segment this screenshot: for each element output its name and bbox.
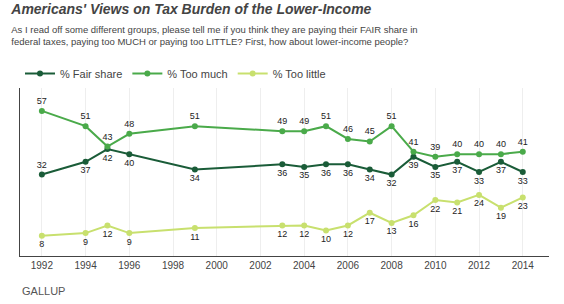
svg-text:32: 32 [37,160,47,170]
svg-text:22: 22 [430,204,440,214]
svg-text:23: 23 [518,201,528,211]
svg-text:2010: 2010 [424,260,447,271]
svg-text:10: 10 [321,234,331,244]
svg-text:51: 51 [321,111,331,121]
svg-text:% Too little: % Too little [273,68,326,80]
svg-text:42: 42 [102,153,112,163]
svg-text:51: 51 [81,111,91,121]
svg-text:34: 34 [190,173,200,183]
svg-text:40: 40 [496,139,506,149]
svg-text:12: 12 [343,229,353,239]
svg-text:37: 37 [452,165,462,175]
svg-text:43: 43 [102,132,112,142]
svg-text:11: 11 [190,232,199,242]
svg-text:57: 57 [37,96,47,106]
svg-text:40: 40 [452,139,462,149]
svg-text:2004: 2004 [293,260,316,271]
svg-text:51: 51 [387,111,397,121]
svg-text:2012: 2012 [468,260,491,271]
svg-text:37: 37 [81,165,91,175]
svg-text:36: 36 [343,168,353,178]
svg-text:33: 33 [518,176,528,186]
svg-text:39: 39 [408,160,418,170]
svg-text:45: 45 [365,126,375,136]
svg-text:51: 51 [190,111,200,121]
svg-text:21: 21 [452,206,462,216]
svg-text:1992: 1992 [31,260,54,271]
svg-text:24: 24 [474,198,484,208]
svg-text:16: 16 [408,219,418,229]
svg-text:As I read off some different g: As I read off some different groups, ple… [11,24,417,47]
svg-text:2008: 2008 [380,260,403,271]
svg-text:9: 9 [83,237,88,247]
svg-text:Americans' Views on Tax Burden: Americans' Views on Tax Burden of the Lo… [10,1,371,17]
svg-text:41: 41 [518,137,528,147]
svg-text:% Too much: % Too much [167,68,227,80]
svg-text:33: 33 [474,176,484,186]
svg-text:2006: 2006 [337,260,360,271]
svg-text:49: 49 [277,116,287,126]
svg-text:36: 36 [277,168,287,178]
svg-text:41: 41 [408,137,418,147]
svg-text:2002: 2002 [249,260,272,271]
svg-text:13: 13 [387,226,397,236]
svg-text:% Fair share: % Fair share [60,68,122,80]
svg-text:40: 40 [474,139,484,149]
svg-text:35: 35 [430,170,440,180]
svg-text:37: 37 [496,165,506,175]
svg-text:36: 36 [321,168,331,178]
svg-text:2000: 2000 [206,260,229,271]
svg-text:17: 17 [365,216,375,226]
svg-text:2014: 2014 [512,260,535,271]
svg-text:12: 12 [102,229,112,239]
svg-text:12: 12 [299,229,309,239]
svg-text:32: 32 [387,178,397,188]
svg-text:12: 12 [277,229,287,239]
svg-text:1996: 1996 [118,260,141,271]
svg-text:GALLUP: GALLUP [22,285,65,297]
svg-text:9: 9 [127,237,132,247]
svg-text:34: 34 [365,173,375,183]
svg-text:1994: 1994 [74,260,97,271]
svg-text:39: 39 [430,142,440,152]
svg-text:48: 48 [124,119,134,129]
svg-text:1998: 1998 [162,260,185,271]
svg-text:49: 49 [299,116,309,126]
svg-text:35: 35 [299,170,309,180]
svg-text:40: 40 [124,158,134,168]
svg-text:19: 19 [496,211,506,221]
svg-text:8: 8 [39,239,44,249]
svg-text:46: 46 [343,124,353,134]
